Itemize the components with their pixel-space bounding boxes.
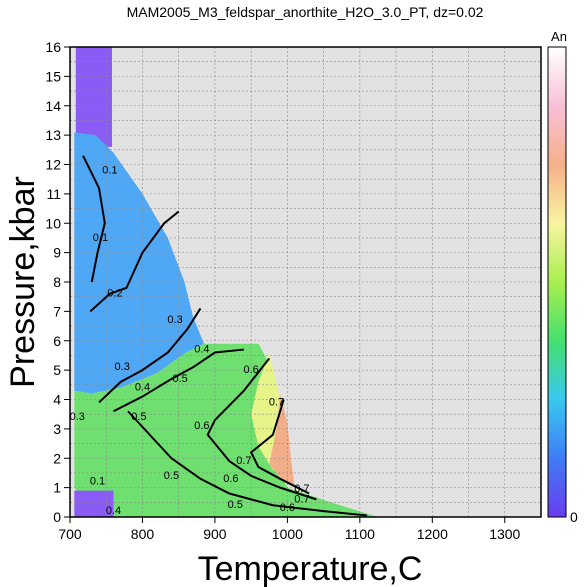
y-tick-label: 12 — [45, 157, 61, 173]
y-tick-label: 9 — [53, 245, 61, 261]
region-2 — [74, 343, 378, 517]
contour-label: 0.7 — [294, 493, 309, 505]
contour-label: 0.2 — [107, 288, 122, 300]
region-1 — [74, 132, 205, 394]
contour-line-0.2 — [89, 210, 180, 313]
y-tick-label: 8 — [53, 274, 61, 290]
x-tick-label: 900 — [203, 526, 227, 542]
contour-label: 0.4 — [135, 382, 150, 394]
grid-lines — [69, 46, 542, 518]
region-0 — [75, 47, 113, 147]
contour-label: 0.7 — [269, 396, 284, 408]
contour-line-0.6 — [206, 357, 317, 501]
contour-lines — [82, 155, 368, 517]
contour-label: 0.4 — [106, 505, 121, 517]
x-tick-label: 1200 — [417, 526, 448, 542]
y-tick-label: 6 — [53, 333, 61, 349]
y-tick-label: 2 — [53, 450, 61, 466]
contour-label: 0.5 — [131, 411, 146, 423]
x-tick-label: 700 — [58, 526, 82, 542]
y-tick-label: 14 — [45, 98, 61, 114]
contour-label: 0.6 — [280, 502, 295, 514]
contour-label: 0.5 — [172, 373, 187, 385]
colorbar: An 0 — [547, 29, 578, 525]
region-4 — [269, 393, 295, 488]
contour-label: 0.1 — [90, 476, 105, 488]
region-5 — [74, 490, 114, 517]
y-tick-label: 5 — [53, 362, 61, 378]
contour-line-0.5 — [127, 410, 368, 517]
x-tick-label: 800 — [131, 526, 155, 542]
contour-label: 0.3 — [115, 361, 130, 373]
colorbar-min-label: 0 — [570, 509, 578, 525]
y-tick-label: 0 — [53, 509, 61, 525]
y-tick-label: 16 — [45, 39, 61, 55]
contour-label: 0.7 — [294, 483, 309, 495]
contour-label: 0.1 — [93, 232, 108, 244]
contour-line-0.4 — [113, 348, 245, 413]
contour-label: 0.3 — [70, 411, 85, 423]
contour-label: 0.3 — [167, 314, 182, 326]
contour-labels: 0.10.10.20.30.30.40.40.50.50.50.50.60.60… — [70, 164, 310, 517]
y-tick-label: 7 — [53, 303, 61, 319]
heatmap-regions — [74, 47, 378, 517]
y-tick-label: 4 — [53, 392, 61, 408]
x-tick-label: 1100 — [345, 526, 375, 542]
chart-title: MAM2005_M3_feldspar_anorthite_H2O_3.0_PT… — [127, 4, 484, 20]
y-tick-label: 10 — [45, 215, 61, 231]
contour-label: 0.7 — [236, 455, 251, 467]
y-axis-title: Pressure,kbar — [4, 176, 42, 388]
contour-line-0.3 — [98, 307, 202, 404]
x-axis-ticks: 700 800 900 1000 1100 1200 1300 — [58, 517, 521, 542]
contour-line-0.1 — [82, 155, 106, 283]
y-tick-label: 3 — [53, 421, 61, 437]
x-axis-title: Temperature,C — [198, 550, 423, 587]
contour-label: 0.4 — [194, 344, 209, 356]
plot-area: 0.10.10.20.30.30.40.40.50.50.50.50.60.60… — [69, 46, 542, 518]
contour-label: 0.5 — [228, 499, 243, 511]
colorbar-label: An — [551, 29, 567, 44]
y-tick-label: 11 — [46, 186, 61, 202]
contour-line-0.7 — [249, 399, 310, 495]
contour-label: 0.6 — [223, 473, 238, 485]
x-tick-label: 1000 — [272, 526, 303, 542]
contour-label: 0.6 — [244, 364, 259, 376]
contour-label: 0.6 — [194, 420, 209, 432]
y-tick-label: 15 — [45, 68, 61, 84]
y-tick-label: 13 — [45, 127, 61, 143]
x-tick-label: 1300 — [489, 526, 520, 542]
colorbar-bar — [547, 46, 567, 518]
contour-label: 0.1 — [102, 164, 117, 176]
contour-label: 0.5 — [164, 470, 179, 482]
y-tick-label: 1 — [53, 480, 61, 496]
